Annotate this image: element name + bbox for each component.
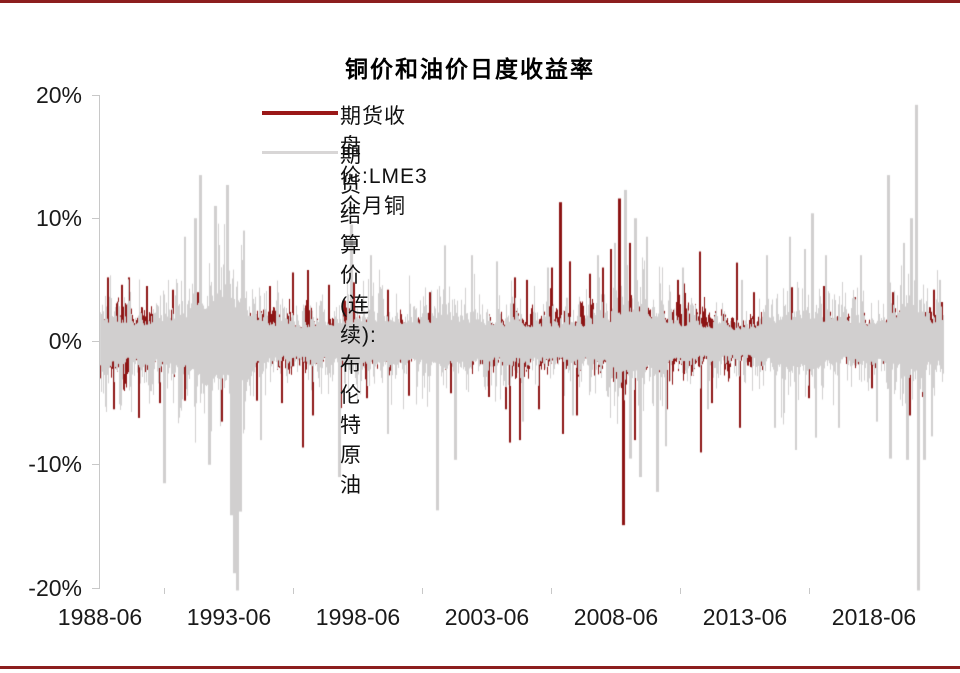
y-axis-label: 20%: [35, 82, 82, 108]
x-axis-label: 1998-06: [315, 604, 401, 630]
y-axis-tick: [92, 95, 99, 96]
y-axis-tick: [92, 588, 99, 589]
x-axis-label: 2008-06: [573, 604, 659, 630]
x-axis-tick: [164, 588, 165, 594]
x-axis-label: 1993-06: [186, 604, 272, 630]
top-border-line: [0, 0, 960, 3]
chart-title: 铜价和油价日度收益率: [345, 56, 595, 82]
x-axis-tick: [809, 588, 810, 594]
y-axis-label: 10%: [35, 205, 82, 231]
legend-label-brent: 期货结算价(连续):布伦特原油: [340, 144, 377, 497]
y-axis-tick: [92, 218, 99, 219]
y-axis-tick: [92, 464, 99, 465]
x-axis-label: 2018-06: [831, 604, 917, 630]
y-axis-tick: [92, 341, 99, 342]
y-axis-label: 0%: [48, 328, 82, 354]
x-axis-label: 1988-06: [57, 604, 143, 630]
y-axis-label: -10%: [28, 451, 82, 477]
legend-label-copper: 期货收盘价:LME3个月铜: [340, 105, 428, 218]
bottom-border-line: [0, 666, 960, 669]
x-axis-tick: [680, 588, 681, 594]
y-axis-line: [99, 95, 100, 589]
legend-line-brent-icon: [262, 151, 338, 154]
plot-area: [99, 90, 947, 592]
legend-line-copper-icon: [262, 111, 338, 115]
x-axis-label: 2013-06: [702, 604, 788, 630]
x-axis-label: 2003-06: [444, 604, 530, 630]
x-axis-tick: [551, 588, 552, 594]
x-axis-tick: [422, 588, 423, 594]
y-axis-label: -20%: [28, 575, 82, 601]
x-axis-tick: [293, 588, 294, 594]
